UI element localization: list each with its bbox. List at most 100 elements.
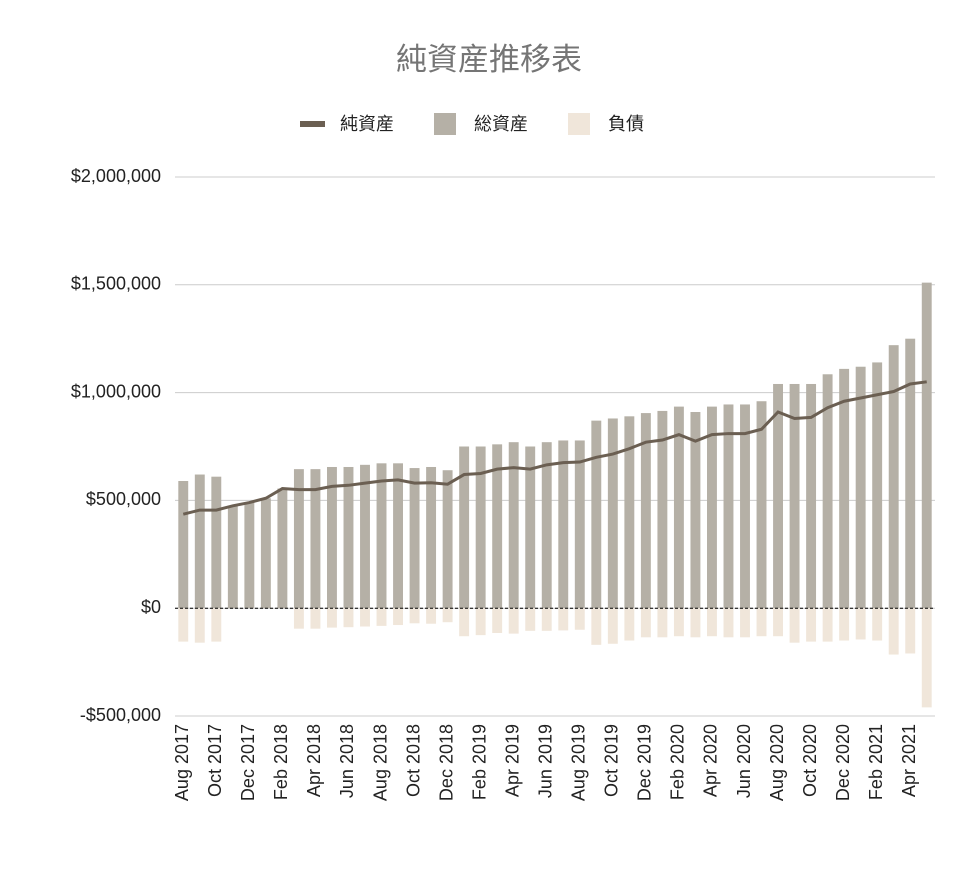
bar — [872, 608, 883, 641]
x-tick-label: Dec 2020 — [833, 724, 853, 801]
bar — [574, 440, 585, 609]
line — [182, 380, 927, 516]
legend-swatch — [300, 121, 325, 127]
x-tick-label: Apr 2018 — [304, 724, 324, 797]
bar — [806, 383, 817, 609]
x-tick-label: Oct 2020 — [800, 724, 820, 797]
bar — [839, 368, 850, 609]
x-tick-label: Aug 2019 — [569, 724, 589, 801]
x-tick-label: Apr 2019 — [502, 724, 522, 797]
bar — [921, 608, 932, 708]
x-tick-label: Jun 2020 — [734, 724, 754, 798]
bar — [855, 608, 866, 640]
bar — [839, 608, 850, 641]
bar — [409, 468, 420, 609]
bar — [260, 498, 271, 609]
bar — [905, 608, 916, 654]
bar — [789, 608, 800, 643]
x-tick-label: Dec 2018 — [436, 724, 456, 801]
bar — [690, 412, 701, 609]
bar — [822, 374, 833, 609]
bar — [607, 418, 618, 609]
bar — [591, 608, 602, 645]
bar — [707, 406, 717, 609]
bar — [360, 608, 370, 627]
bar — [310, 469, 321, 609]
legend-label: 純資産 — [340, 114, 394, 134]
bar — [905, 338, 916, 609]
bar — [789, 383, 800, 609]
x-tick-label: Apr 2020 — [701, 724, 721, 797]
bar — [740, 404, 750, 609]
bar — [723, 608, 734, 638]
x-tick-label: Jun 2018 — [337, 724, 357, 798]
bar — [773, 608, 783, 637]
x-tick-label: Aug 2017 — [172, 724, 192, 801]
y-tick-label: $2,000,000 — [71, 166, 161, 186]
bar — [773, 383, 783, 609]
bar — [227, 505, 238, 609]
bar — [541, 442, 552, 609]
bar — [525, 446, 536, 609]
chart-title: 純資産推移表 — [396, 42, 582, 77]
y-tick-label: $500,000 — [86, 489, 161, 509]
x-tick-label: Feb 2018 — [271, 724, 291, 800]
x-tick-label: Oct 2019 — [602, 724, 622, 797]
bar — [376, 608, 387, 626]
bar — [525, 608, 536, 631]
bar — [707, 608, 717, 637]
bar — [822, 608, 833, 642]
bar — [723, 404, 734, 609]
bar — [657, 410, 668, 609]
bar — [327, 466, 337, 609]
bar — [293, 469, 304, 609]
x-tick-label: Dec 2019 — [635, 724, 655, 801]
bar — [343, 608, 354, 628]
bar — [756, 401, 767, 609]
x-tick-label: Apr 2021 — [899, 724, 919, 797]
bar — [426, 608, 437, 624]
bar — [492, 444, 503, 609]
x-tick-label: Oct 2018 — [403, 724, 423, 797]
bar — [591, 420, 602, 609]
bar — [872, 362, 883, 609]
bar — [442, 470, 453, 609]
bar — [673, 406, 684, 609]
bar — [888, 608, 899, 655]
x-tick-label: Aug 2018 — [370, 724, 390, 801]
bar — [475, 608, 486, 636]
bar — [343, 466, 354, 609]
legend-swatch — [568, 113, 590, 135]
bar — [409, 608, 420, 624]
bar — [211, 476, 222, 609]
bar — [607, 608, 618, 644]
bar — [442, 608, 453, 623]
bar — [310, 608, 321, 629]
legend-label: 負債 — [608, 114, 644, 134]
bar — [211, 608, 222, 642]
bar — [178, 480, 189, 609]
x-tick-label: Aug 2020 — [767, 724, 787, 801]
bar — [508, 608, 519, 634]
bar — [855, 366, 866, 609]
x-tick-label: Feb 2021 — [866, 724, 886, 800]
bar — [574, 608, 585, 630]
bar — [740, 608, 750, 638]
bar — [293, 608, 304, 629]
bar — [624, 416, 635, 609]
bar — [508, 442, 519, 609]
bar — [376, 463, 387, 609]
bar — [673, 608, 684, 637]
x-tick-label: Oct 2017 — [205, 724, 225, 797]
bar — [475, 446, 486, 609]
bar — [459, 608, 470, 637]
bar — [426, 466, 437, 609]
legend-swatch — [434, 113, 456, 135]
bar — [194, 608, 205, 643]
bar — [756, 608, 767, 637]
bar — [459, 446, 470, 609]
bar — [806, 608, 817, 642]
bar — [360, 464, 370, 609]
legend-label: 総資産 — [474, 114, 528, 134]
